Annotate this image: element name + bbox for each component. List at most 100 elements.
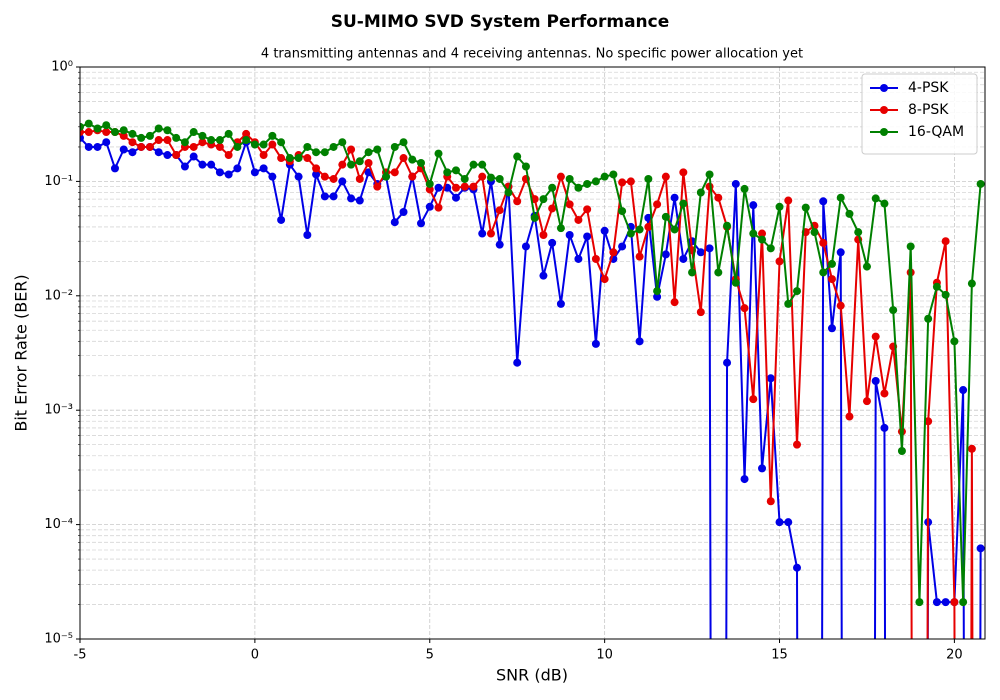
data-point bbox=[539, 195, 548, 204]
data-point bbox=[661, 172, 670, 181]
data-point bbox=[845, 209, 854, 218]
data-point bbox=[959, 598, 968, 607]
data-point bbox=[84, 119, 93, 128]
data-point bbox=[644, 174, 653, 183]
legend-marker bbox=[880, 106, 888, 114]
data-point bbox=[565, 174, 574, 183]
data-point bbox=[137, 142, 146, 151]
data-point bbox=[215, 142, 224, 151]
legend-label: 4-PSK bbox=[908, 80, 949, 96]
legend: 4-PSK 8-PSK 16-QAM bbox=[861, 73, 978, 155]
data-point bbox=[102, 138, 111, 147]
data-point bbox=[399, 208, 408, 217]
data-point bbox=[862, 262, 871, 271]
data-point bbox=[758, 229, 767, 238]
data-point bbox=[478, 229, 487, 238]
data-point bbox=[268, 131, 277, 140]
data-point bbox=[495, 174, 504, 183]
data-point bbox=[801, 203, 810, 212]
x-tick-label: -5 bbox=[74, 648, 87, 663]
data-point bbox=[827, 324, 836, 333]
data-point bbox=[215, 168, 224, 177]
data-point bbox=[548, 183, 557, 192]
data-point bbox=[915, 598, 924, 607]
data-point bbox=[338, 160, 347, 169]
data-point bbox=[670, 225, 679, 234]
data-point bbox=[591, 254, 600, 263]
data-point bbox=[364, 148, 373, 157]
data-point bbox=[653, 287, 662, 296]
data-point bbox=[233, 164, 242, 173]
data-point bbox=[93, 124, 102, 133]
data-point bbox=[941, 237, 950, 246]
data-point bbox=[583, 232, 592, 241]
data-point bbox=[836, 301, 845, 310]
data-point bbox=[373, 182, 382, 191]
data-point bbox=[277, 154, 286, 163]
data-point bbox=[434, 183, 443, 192]
data-point bbox=[399, 138, 408, 147]
x-tick-label: 15 bbox=[771, 648, 788, 663]
data-point bbox=[154, 148, 163, 157]
data-point bbox=[644, 222, 653, 231]
data-point bbox=[714, 268, 723, 277]
data-point bbox=[688, 268, 697, 277]
data-point bbox=[967, 444, 976, 453]
data-point bbox=[373, 145, 382, 154]
data-point bbox=[539, 230, 548, 239]
data-point bbox=[626, 229, 635, 238]
data-point bbox=[731, 278, 740, 287]
data-point bbox=[906, 242, 915, 251]
data-point bbox=[941, 598, 950, 607]
data-point bbox=[574, 254, 583, 263]
data-point bbox=[425, 185, 434, 194]
data-point bbox=[224, 151, 233, 160]
data-point bbox=[653, 200, 662, 209]
data-point bbox=[618, 207, 627, 216]
data-point bbox=[451, 193, 460, 202]
data-point bbox=[600, 172, 609, 181]
chart-title: SU-MIMO SVD System Performance bbox=[331, 12, 670, 32]
y-tick-label: 10⁻⁴ bbox=[44, 517, 73, 532]
data-point bbox=[408, 155, 417, 164]
data-point bbox=[556, 172, 565, 181]
data-point bbox=[740, 475, 749, 484]
data-point bbox=[504, 188, 513, 197]
y-tick-label: 10⁻⁵ bbox=[44, 632, 73, 647]
data-point bbox=[880, 389, 889, 398]
data-point bbox=[486, 229, 495, 238]
data-point bbox=[460, 182, 469, 191]
data-point bbox=[749, 229, 758, 238]
data-point bbox=[609, 248, 618, 257]
data-point bbox=[740, 184, 749, 193]
data-point bbox=[897, 446, 906, 455]
data-point bbox=[967, 279, 976, 288]
axes: 10⁻⁵ 10⁻⁴ 10⁻³ 10⁻² 10⁻¹ 10⁰ -5 0 5 10 15 20 bbox=[44, 60, 962, 663]
data-point bbox=[583, 205, 592, 214]
data-point bbox=[294, 154, 303, 163]
y-axis-label: Bit Error Rate (BER) bbox=[12, 274, 31, 431]
data-point bbox=[399, 154, 408, 163]
data-point bbox=[145, 142, 154, 151]
data-point bbox=[102, 128, 111, 137]
data-point bbox=[495, 206, 504, 215]
data-point bbox=[382, 172, 391, 181]
data-point bbox=[154, 136, 163, 145]
data-point bbox=[793, 563, 802, 572]
data-point bbox=[513, 197, 522, 206]
data-point bbox=[924, 314, 933, 323]
data-point bbox=[766, 374, 775, 383]
data-point bbox=[355, 157, 364, 166]
data-point bbox=[626, 177, 635, 186]
data-point bbox=[451, 183, 460, 192]
data-point bbox=[486, 173, 495, 182]
data-point bbox=[434, 203, 443, 212]
data-point bbox=[827, 275, 836, 284]
data-point bbox=[250, 140, 259, 149]
data-point bbox=[80, 122, 84, 131]
data-point bbox=[565, 200, 574, 209]
data-point bbox=[556, 224, 565, 233]
data-point bbox=[950, 598, 959, 607]
data-point bbox=[303, 154, 312, 163]
